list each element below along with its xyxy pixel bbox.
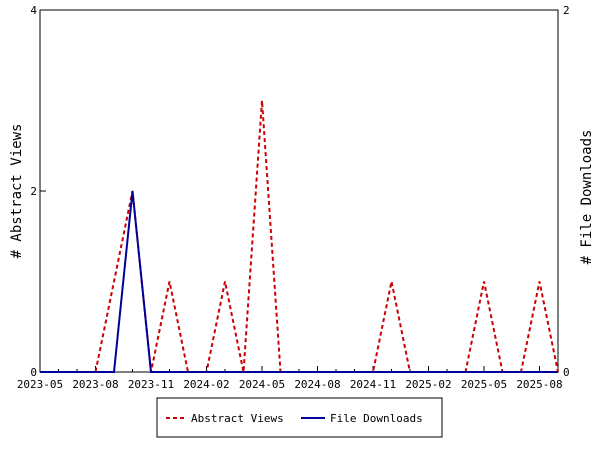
- x-tick-label: 2023-08: [72, 378, 118, 391]
- legend: Abstract Views File Downloads: [156, 397, 443, 438]
- x-tick-label: 2025-05: [461, 378, 507, 391]
- x-tick-label: 2025-08: [516, 378, 562, 391]
- x-tick-label: 2024-02: [183, 378, 229, 391]
- y-left-tick-label: 4: [30, 4, 37, 17]
- x-tick-label: 2023-05: [17, 378, 63, 391]
- x-tick-label: 2024-08: [294, 378, 340, 391]
- legend-label-abstract-views: Abstract Views: [191, 412, 284, 425]
- y-right-tick-label: 2: [563, 4, 570, 17]
- plot-area: [39, 9, 559, 373]
- x-tick-label: 2023-11: [128, 378, 174, 391]
- y-left-tick-label: 0: [30, 366, 37, 379]
- x-tick-label: 2024-05: [239, 378, 285, 391]
- y-left-tick-label: 2: [30, 185, 37, 198]
- y-axis-left-title: # Abstract Views: [9, 124, 25, 259]
- x-tick-label: 2025-02: [405, 378, 451, 391]
- legend-label-file-downloads: File Downloads: [330, 412, 423, 425]
- x-axis: 2023-05 2023-08 2023-11 2024-02 2024-05 2024-…: [17, 366, 563, 391]
- legend-box: [156, 397, 443, 438]
- y-right-tick-label: 0: [563, 366, 570, 379]
- series-layer: [40, 100, 559, 373]
- series-line-file-downloads: [40, 190, 558, 373]
- y-axis-right-title: # File Downloads: [579, 130, 595, 265]
- x-tick-label: 2024-11: [350, 378, 396, 391]
